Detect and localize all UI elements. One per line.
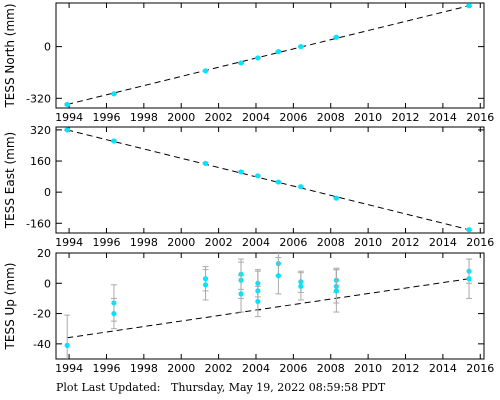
y-tick-label-0: 0 (44, 41, 51, 54)
x-tick-label-2010: 2010 (354, 111, 382, 124)
x-tick-label-2004: 2004 (242, 236, 270, 249)
x-tick-label-1994: 1994 (55, 362, 83, 375)
x-tick-label-1998: 1998 (130, 236, 158, 249)
x-tick-label-2004: 2004 (242, 111, 270, 124)
data-point (111, 138, 117, 144)
data-point (64, 342, 70, 348)
x-tick-label-2000: 2000 (167, 111, 195, 124)
data-point (333, 288, 339, 294)
panel-1-frame (55, 2, 485, 109)
data-point (275, 273, 282, 279)
y-axis-title: TESS Up (mm) (3, 263, 17, 351)
x-tick-label-2000: 2000 (167, 236, 195, 249)
y-axis-title: TESS East (mm) (3, 132, 17, 229)
data-point (466, 227, 472, 233)
x-tick-label-2012: 2012 (392, 111, 420, 124)
data-point (202, 282, 209, 288)
x-tick-label-2008: 2008 (317, 362, 345, 375)
y-tick-label--320: -320 (26, 92, 51, 105)
data-point (466, 3, 472, 9)
y-tick-label--20: -20 (33, 308, 51, 321)
x-tick-label-2004: 2004 (242, 362, 270, 375)
data-point (255, 298, 261, 305)
data-point (111, 91, 117, 97)
x-tick-label-2006: 2006 (279, 362, 307, 375)
trend-line (67, 129, 470, 231)
x-tick-label-2012: 2012 (392, 362, 420, 375)
footer-date: Thursday, May 19, 2022 08:59:58 PDT (170, 381, 386, 394)
data-point (64, 101, 70, 108)
data-point (238, 169, 244, 175)
y-tick-label-0: 0 (44, 277, 51, 290)
x-tick-label-2014: 2014 (429, 111, 457, 124)
x-tick-label-2014: 2014 (429, 236, 457, 249)
trend-line (67, 278, 470, 339)
x-tick-label-1996: 1996 (92, 236, 120, 249)
y-tick-label-20: 20 (37, 247, 51, 260)
x-tick-label-2002: 2002 (205, 362, 233, 375)
x-tick-label-2002: 2002 (205, 111, 233, 124)
x-tick-label-2006: 2006 (279, 111, 307, 124)
x-tick-label-2010: 2010 (354, 362, 382, 375)
y-axis-title: TESS North (mm) (3, 3, 17, 108)
y-tick-label-320: 320 (30, 124, 51, 137)
x-tick-label-1994: 1994 (55, 111, 83, 124)
x-tick-label-2014: 2014 (429, 362, 457, 375)
y-tick-label--40: -40 (33, 338, 51, 351)
x-tick-label-2016: 2016 (466, 236, 494, 249)
data-point (298, 283, 304, 289)
data-point (255, 55, 261, 61)
y-tick-label-160: 160 (30, 155, 51, 168)
x-tick-label-2000: 2000 (167, 362, 195, 375)
data-point (64, 127, 70, 133)
panel-3-frame (55, 252, 485, 360)
data-point (298, 184, 304, 190)
x-tick-label-2006: 2006 (279, 236, 307, 249)
data-point (202, 160, 209, 166)
x-tick-label-1996: 1996 (92, 362, 120, 375)
data-point (333, 34, 339, 40)
x-tick-label-1998: 1998 (130, 111, 158, 124)
panel-2-frame (55, 126, 485, 234)
x-tick-label-2012: 2012 (392, 236, 420, 249)
x-tick-label-1996: 1996 (92, 111, 120, 124)
data-point (202, 68, 209, 74)
x-tick-label-2010: 2010 (354, 236, 382, 249)
trend-line (67, 5, 470, 105)
data-point (275, 179, 282, 185)
footer-label: Plot Last Updated: (56, 381, 161, 394)
data-point (238, 291, 244, 297)
data-point (238, 60, 244, 66)
x-tick-label-2008: 2008 (317, 111, 345, 124)
y-tick-label--160: -160 (26, 217, 51, 230)
x-tick-label-1994: 1994 (55, 236, 83, 249)
x-tick-label-1998: 1998 (130, 362, 158, 375)
x-tick-label-2016: 2016 (466, 362, 494, 375)
data-point (333, 195, 339, 201)
x-tick-label-2016: 2016 (466, 111, 494, 124)
data-point (255, 173, 261, 179)
x-tick-label-2008: 2008 (317, 236, 345, 249)
data-point (275, 49, 282, 55)
y-tick-label-0: 0 (44, 186, 51, 199)
data-point (111, 310, 117, 317)
plot-last-updated: Plot Last Updated: Thursday, May 19, 202… (56, 381, 385, 394)
x-tick-label-2002: 2002 (205, 236, 233, 249)
data-point (298, 44, 304, 50)
data-point (466, 276, 472, 282)
